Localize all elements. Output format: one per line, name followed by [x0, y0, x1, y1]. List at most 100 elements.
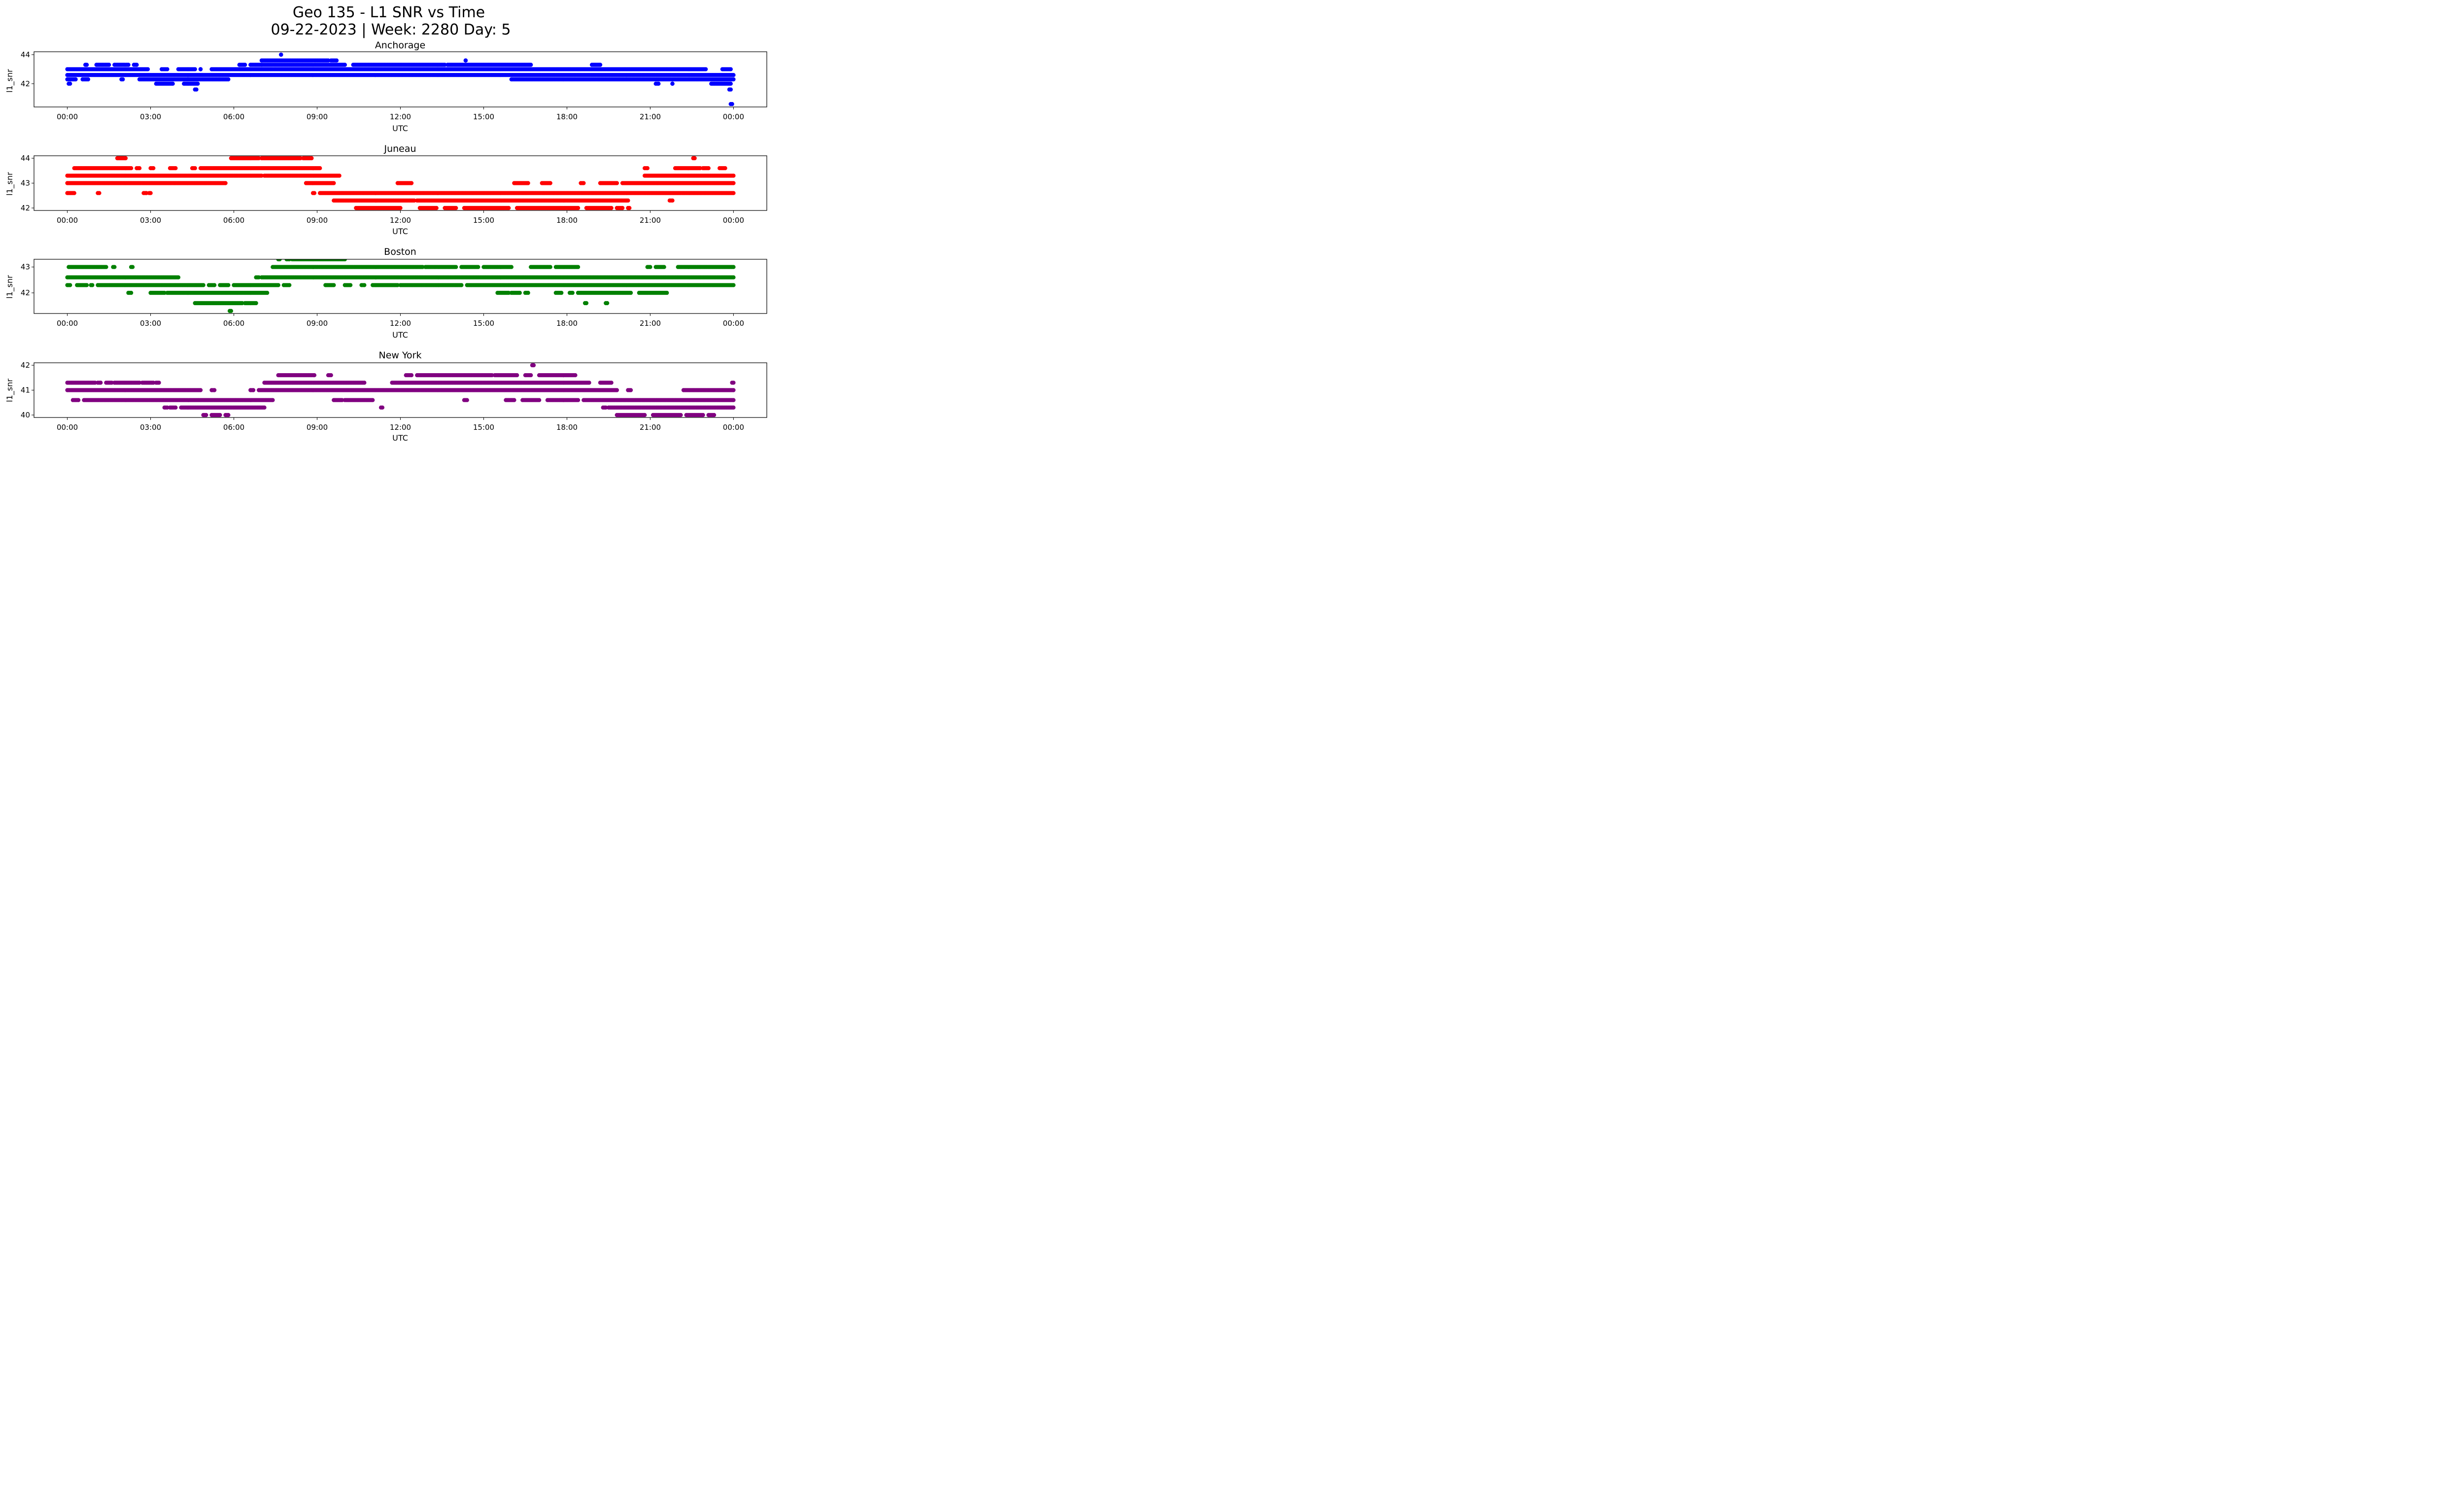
scatter-point	[731, 174, 736, 178]
y-axis-label: l1_snr	[5, 379, 15, 402]
x-tick-label: 21:00	[640, 112, 661, 121]
subplot-new-york: New York UTC l1_snr 00:00 03:00 06:00 09:00…	[5, 350, 767, 443]
scatter-point	[279, 52, 283, 57]
scatter-point	[576, 206, 581, 210]
scatter-point	[198, 67, 203, 71]
scatter-point	[529, 63, 533, 67]
scatter-point	[582, 181, 586, 185]
scatter-point	[728, 87, 733, 92]
scatter-point	[463, 58, 468, 63]
x-tick-label: 00:00	[723, 319, 744, 328]
subplot-boston: Boston UTC l1_snr 00:00 03:00 06:00 09:00 12…	[5, 246, 767, 340]
x-tick-label: 18:00	[556, 112, 578, 121]
x-axis-label: UTC	[392, 330, 408, 340]
y-tick-label: 44	[21, 154, 30, 163]
x-tick-label: 00:00	[723, 216, 744, 225]
scatter-point	[84, 283, 89, 287]
x-tick-label: 03:00	[140, 112, 161, 121]
x-tick-label: 12:00	[390, 319, 411, 328]
scatter-point	[728, 67, 733, 71]
y-tick-label: 44	[21, 50, 30, 59]
scatter-point	[615, 181, 619, 185]
x-axis-label: UTC	[392, 227, 408, 236]
scatter-point	[145, 67, 150, 71]
x-tick-label: 15:00	[473, 319, 494, 328]
figure-title-line1: Geo 135 - L1 SNR vs Time	[293, 4, 485, 21]
x-tick-label: 06:00	[223, 319, 244, 328]
subplot-title: Boston	[384, 246, 416, 257]
scatter-point	[476, 265, 480, 269]
scatter-point	[548, 265, 552, 269]
scatter-point	[342, 63, 347, 67]
scatter-points	[65, 52, 736, 106]
y-tick-label: 43	[21, 179, 30, 188]
scatter-point	[135, 63, 139, 67]
scatter-point	[151, 166, 156, 171]
snr-figure: Geo 135 - L1 SNR vs Time 09-22-2023 | We…	[5, 4, 767, 443]
scatter-point	[731, 283, 736, 287]
x-tick-label: 09:00	[307, 112, 328, 121]
scatter-point	[656, 81, 661, 86]
scatter-point	[126, 63, 131, 67]
scatter-point	[196, 81, 200, 86]
scatter-point	[598, 63, 603, 67]
scatter-point	[176, 275, 181, 279]
scatter-point	[318, 166, 322, 171]
scatter-point	[309, 156, 314, 161]
scatter-point	[731, 181, 736, 185]
scatter-point	[86, 77, 90, 82]
y-tick-label: 43	[21, 263, 30, 272]
scatter-point	[68, 81, 72, 86]
scatter-point	[137, 166, 142, 171]
scatter-point	[605, 301, 610, 306]
scatter-point	[90, 283, 95, 287]
scatter-point	[570, 290, 575, 295]
scatter-point	[731, 73, 736, 77]
scatter-point	[212, 283, 217, 287]
scatter-point	[229, 309, 234, 313]
scatter-points	[65, 156, 736, 210]
scatter-point	[104, 265, 108, 269]
y-tick-label: 42	[21, 204, 30, 212]
subplot-juneau: Juneau UTC l1_snr 00:00 03:00 06:00 09:00 12…	[5, 143, 767, 236]
scatter-point	[626, 198, 630, 203]
y-tick-label: 42	[21, 79, 30, 88]
x-tick-label: 09:00	[307, 319, 328, 328]
scatter-point	[123, 156, 128, 161]
subplot-title: New York	[378, 350, 421, 361]
scatter-point	[265, 290, 270, 295]
scatter-point	[548, 181, 552, 185]
scatter-point	[332, 181, 336, 185]
x-tick-label: 15:00	[473, 216, 494, 225]
scatter-point	[731, 275, 736, 279]
x-tick-label: 03:00	[140, 319, 161, 328]
x-tick-label: 00:00	[57, 216, 78, 225]
scatter-point	[171, 81, 175, 86]
x-tick-label: 00:00	[723, 112, 744, 121]
scatter-point	[129, 166, 134, 171]
scatter-point	[84, 63, 89, 67]
scatter-point	[576, 265, 581, 269]
scatter-point	[121, 77, 125, 82]
scatter-point	[223, 181, 228, 185]
scatter-point	[645, 166, 650, 171]
plot-area: 00:00 03:00 06:00 09:00 12:00 15:00 18:00 21:00…	[21, 50, 767, 121]
x-tick-label: 06:00	[223, 112, 244, 121]
scatter-point	[193, 67, 197, 71]
x-tick-label: 18:00	[556, 319, 578, 328]
x-tick-label: 00:00	[57, 112, 78, 121]
scatter-point	[254, 301, 258, 306]
y-axis-label: l1_snr	[5, 69, 15, 93]
scatter-point	[226, 77, 231, 82]
plot-area: 00:00 03:00 06:00 09:00 12:00 15:00 18:00 21:00…	[21, 259, 767, 328]
scatter-point	[665, 290, 669, 295]
scatter-point	[728, 81, 733, 86]
x-tick-label: 12:00	[390, 112, 411, 121]
scatter-point	[148, 191, 153, 195]
x-axis-label: UTC	[392, 433, 408, 443]
scatter-point	[731, 191, 736, 195]
scatter-point	[106, 63, 111, 67]
scatter-point	[173, 166, 178, 171]
scatter-point	[731, 265, 736, 269]
scatter-point	[409, 181, 414, 185]
